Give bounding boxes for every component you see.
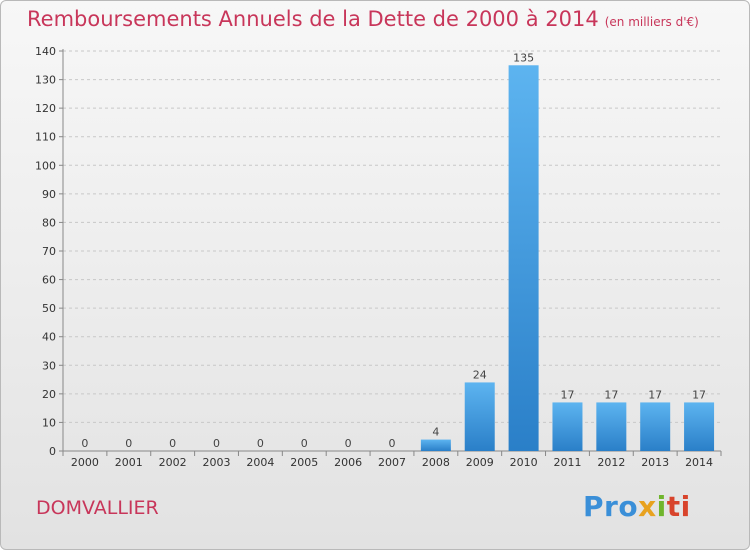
x-tick-label: 2004 — [246, 456, 274, 469]
y-tick-label: 30 — [42, 359, 56, 372]
bar-2008 — [420, 439, 451, 451]
y-tick-label: 120 — [35, 102, 56, 115]
y-tick-label: 20 — [42, 388, 56, 401]
data-label: 0 — [125, 437, 132, 450]
x-tick-label: 2013 — [641, 456, 669, 469]
y-tick-label: 80 — [42, 216, 56, 229]
x-tick-label: 2000 — [71, 456, 99, 469]
x-tick-label: 2011 — [553, 456, 581, 469]
data-label: 0 — [301, 437, 308, 450]
data-label: 0 — [345, 437, 352, 450]
x-tick-label: 2014 — [685, 456, 713, 469]
data-label: 135 — [513, 51, 534, 64]
chart-title-text: Remboursements Annuels de la Dette de 20… — [27, 7, 599, 31]
labels: 2000 0 2001 0 2002 0 2003 0 2004 0 2005 0 2006 0 2007 0… — [71, 51, 713, 469]
x-tick-label: 2012 — [597, 456, 625, 469]
data-label: 17 — [560, 388, 574, 401]
bar-2013 — [640, 402, 671, 451]
x-tick-label: 2008 — [422, 456, 450, 469]
x-tick-label: 2007 — [378, 456, 406, 469]
x-tick-label: 2010 — [510, 456, 538, 469]
x-tick-label: 2002 — [159, 456, 187, 469]
data-label: 0 — [257, 437, 264, 450]
chart-title: Remboursements Annuels de la Dette de 20… — [27, 7, 699, 31]
chart-unit: (en milliers d'€) — [604, 15, 699, 29]
data-label: 17 — [692, 388, 706, 401]
grid-lines — [63, 50, 721, 423]
x-tick-label: 2003 — [203, 456, 231, 469]
bar-2014 — [684, 402, 715, 451]
city-name: DOMVALLIER — [36, 497, 159, 519]
data-label: 24 — [473, 368, 487, 381]
data-label: 4 — [432, 426, 439, 439]
x-tick-label: 2001 — [115, 456, 143, 469]
bar-2011 — [552, 402, 583, 451]
x-tick-label: 2009 — [466, 456, 494, 469]
data-label: 0 — [213, 437, 220, 450]
y-tick-label: 90 — [42, 188, 56, 201]
x-tick-label: 2005 — [290, 456, 318, 469]
bar-2009 — [464, 382, 495, 451]
y-tick-label: 10 — [42, 416, 56, 429]
data-label: 17 — [604, 388, 618, 401]
data-label: 17 — [648, 388, 662, 401]
bar-2010 — [508, 65, 539, 452]
y-tick-label: 130 — [35, 74, 56, 87]
proxiti-logo[interactable]: Proxiti — [583, 490, 691, 523]
y-tick-label: 40 — [42, 331, 56, 344]
bars — [420, 65, 715, 452]
x-tick-label: 2006 — [334, 456, 362, 469]
data-label: 0 — [169, 437, 176, 450]
y-tick-label: 100 — [35, 159, 56, 172]
y-tick-label: 50 — [42, 302, 56, 315]
y-tick-label: 110 — [35, 131, 56, 144]
data-label: 0 — [389, 437, 396, 450]
y-tick-label: 0 — [49, 445, 56, 458]
y-tick-label: 140 — [35, 45, 56, 58]
bar-2012 — [596, 402, 627, 451]
data-label: 0 — [81, 437, 88, 450]
y-tick-label: 70 — [42, 245, 56, 258]
y-tick-label: 60 — [42, 274, 56, 287]
